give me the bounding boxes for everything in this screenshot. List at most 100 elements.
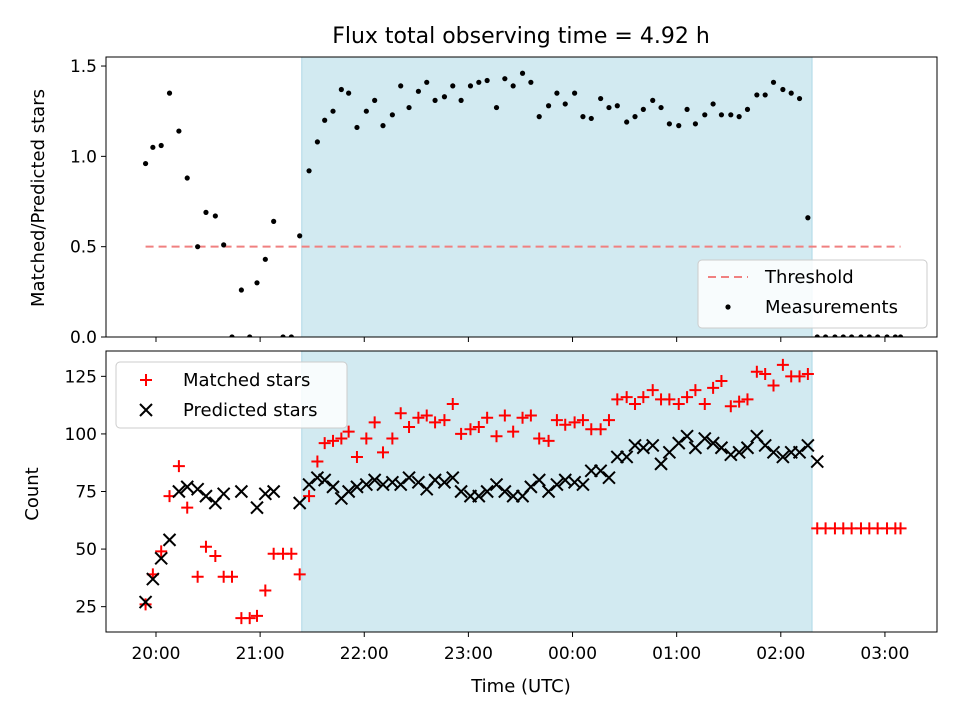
top-y-tick-label: 0.5 [70, 238, 97, 258]
predicted-star-point [199, 489, 213, 503]
predicted-star-point [393, 477, 408, 492]
predicted-star-point [250, 500, 264, 515]
measurement-point [598, 95, 604, 102]
bottom-x-tick-label: 21:00 [236, 644, 285, 664]
measurement-point [195, 244, 201, 250]
bottom-x-tick-label: 20:00 [131, 644, 180, 664]
bottom-y-tick-label: 75 [75, 483, 97, 503]
predicted-star-point [593, 464, 608, 478]
measurement-point [288, 334, 294, 337]
matched-star-point [689, 384, 702, 397]
measurement-point [728, 112, 734, 118]
matched-star-point [733, 395, 746, 408]
predicted-star-point [359, 477, 374, 492]
predicted-star-point [654, 457, 668, 471]
matched-star-point [741, 393, 754, 406]
bottom-shaded-region [301, 350, 813, 633]
measurement-point [805, 215, 811, 221]
bottom-x-tick-label: 22:00 [340, 644, 389, 664]
matched-star-point [342, 425, 355, 438]
matched-star-point [620, 391, 633, 404]
predicted-star-point [341, 484, 356, 499]
measurement-point [710, 101, 716, 107]
measurement-point [684, 106, 690, 112]
measurement-point [314, 139, 320, 145]
measurement-point [666, 121, 672, 127]
matched-star-point [594, 423, 607, 436]
predicted-star-point [472, 489, 486, 503]
matched-star-point [524, 409, 537, 422]
predicted-star-point [776, 450, 790, 464]
matched-star-point [181, 501, 194, 514]
measurement-point [502, 76, 508, 82]
measurement-point [875, 334, 881, 337]
matched-star-point [776, 358, 789, 371]
legend-threshold-label: Threshold [764, 267, 854, 288]
bottom-axes-frame [105, 350, 938, 633]
measurement-point [658, 104, 664, 111]
measurement-point [897, 334, 904, 337]
matched-star-point [386, 432, 399, 445]
matched-star-point [490, 430, 503, 443]
matched-star-point [155, 545, 168, 558]
matched-star-point [507, 425, 520, 438]
measurement-point [718, 112, 725, 118]
measurement-point [562, 101, 568, 107]
predicted-star-point [138, 595, 153, 609]
bottom-x-tick-label: 02:00 [756, 644, 805, 664]
matched-star-point [629, 397, 642, 410]
measurement-point [892, 334, 898, 337]
measurement-point [588, 115, 594, 122]
predicted-star-point [619, 450, 634, 464]
bottom-x-tick-label: 03:00 [860, 644, 909, 664]
matched-star-point [429, 416, 442, 429]
matched-star-point [767, 379, 780, 392]
predicted-star-point [801, 438, 815, 453]
predicted-star-point [550, 477, 564, 492]
measurement-point [736, 114, 742, 120]
matched-star-point [672, 397, 685, 410]
predicted-star-point [810, 454, 824, 469]
matched-star-point [412, 411, 425, 424]
measurement-point [632, 114, 638, 120]
measurement-point [176, 128, 182, 134]
measurement-point [338, 86, 344, 93]
bottom-y-tick-label: 100 [65, 425, 97, 445]
measurement-point [262, 256, 268, 262]
measurement-point [346, 90, 352, 96]
measurement-point [203, 209, 209, 215]
measurement-point [832, 334, 838, 337]
predicted-star-point [367, 473, 382, 487]
measurement-point [484, 77, 490, 84]
measurement-point [306, 168, 312, 174]
predicted-star-point [628, 438, 642, 453]
matched-star-point [498, 409, 511, 422]
bottom-legend: Matched stars Predicted stars [115, 361, 348, 429]
measurement-point [389, 112, 395, 118]
predicted-star-point [258, 487, 273, 501]
bottom-y-axis-label: Count [22, 467, 43, 520]
predicted-star-point [266, 484, 281, 499]
measurement-point [415, 88, 422, 94]
top-y-tick-label: 0.0 [70, 328, 97, 348]
matched-star-point [894, 522, 907, 535]
matched-star-point [403, 421, 416, 434]
matched-star-point [420, 409, 433, 422]
matched-star-point [472, 421, 485, 434]
predicted-star-point [732, 445, 746, 460]
predicted-star-point [190, 482, 205, 496]
matched-star-point [209, 549, 222, 562]
matched-star-point [327, 434, 340, 447]
top-axes-frame [105, 56, 938, 338]
measurement-point [572, 90, 578, 96]
matched-star-point [516, 411, 529, 424]
matched-star-point [172, 460, 185, 473]
measurement-point [372, 97, 378, 103]
measurement-point [229, 334, 235, 337]
predicted-star-point [402, 470, 416, 485]
measurement-point [519, 70, 526, 76]
predicted-star-point [680, 429, 694, 443]
measurement-point [858, 334, 864, 337]
matched-star-point [335, 432, 348, 445]
measurement-point [221, 242, 227, 248]
